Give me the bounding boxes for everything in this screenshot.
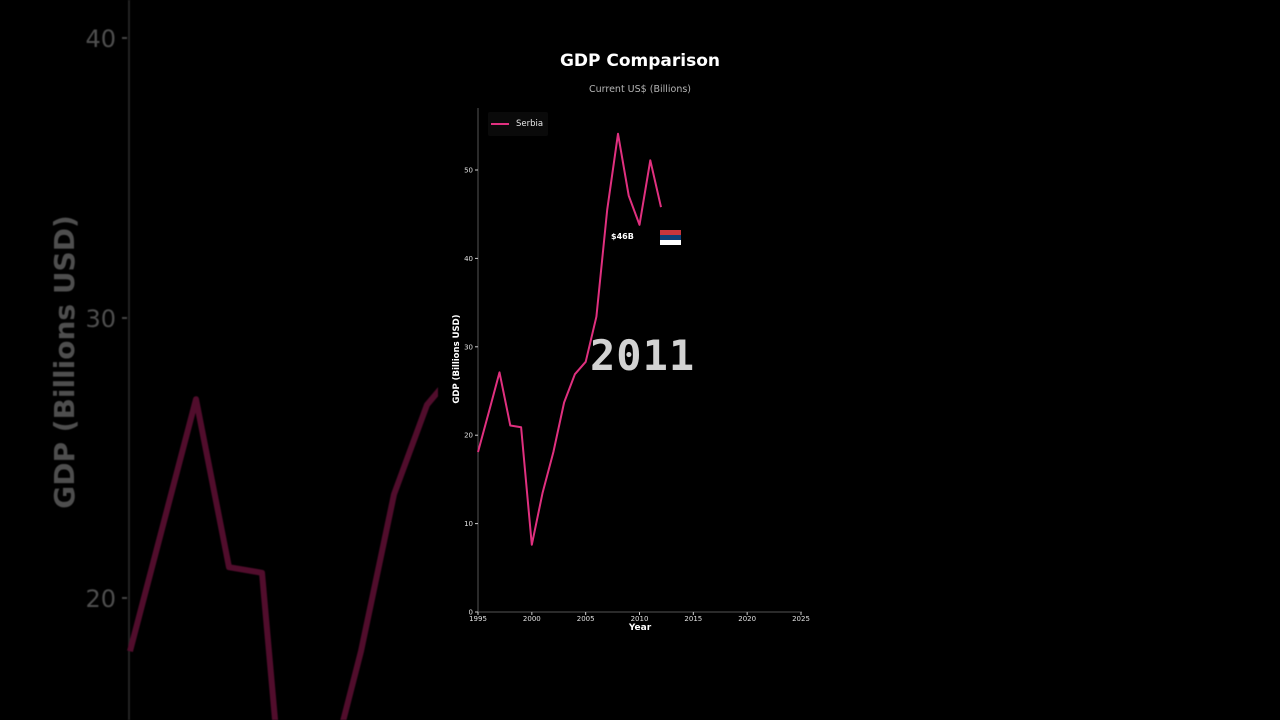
- x-axis-ticks: 1995 2000 2005 2010 2015 2020 2025: [469, 612, 810, 623]
- svg-text:30: 30: [464, 343, 473, 351]
- svg-text:2005: 2005: [577, 615, 595, 623]
- legend-label-serbia: Serbia: [516, 119, 544, 129]
- y-axis-ticks: 0 10 20 30 40 50: [464, 167, 478, 617]
- current-value-label: $46B: [611, 232, 634, 241]
- plot-area: 0 10 20 30 40 50 1995 2000 2005 2010 2015 2020 2025: [464, 108, 810, 623]
- svg-text:10: 10: [464, 520, 473, 528]
- svg-text:1995: 1995: [469, 615, 487, 623]
- chart-subtitle: Current US$ (Billions): [588, 84, 692, 95]
- series-line-serbia: [477, 132, 662, 546]
- svg-text:2020: 2020: [738, 615, 756, 623]
- y-axis-label: GDP (Billions USD): [452, 314, 462, 404]
- chart-title: GDP Comparison: [559, 51, 721, 71]
- svg-text:20: 20: [85, 585, 116, 613]
- serbia-flag-icon: [660, 230, 681, 245]
- svg-text:50: 50: [464, 167, 473, 175]
- background-zoomed-chart: 40 30 20 GDP (Billions USD): [0, 0, 438, 720]
- svg-text:40: 40: [464, 255, 473, 263]
- svg-text:2015: 2015: [684, 615, 702, 623]
- legend-swatch-serbia: [491, 123, 509, 125]
- svg-text:40: 40: [85, 25, 116, 53]
- svg-text:30: 30: [85, 305, 116, 333]
- background-series-line: [127, 387, 438, 720]
- svg-text:0: 0: [469, 609, 473, 617]
- background-y-axis-label: GDP (Billions USD): [48, 215, 81, 509]
- background-y-ticks: 40 30 20: [85, 25, 127, 613]
- svg-text:2000: 2000: [523, 615, 541, 623]
- background-chart-svg: 40 30 20 GDP (Billions USD): [48, 0, 438, 720]
- svg-text:2025: 2025: [792, 615, 810, 623]
- svg-text:20: 20: [464, 432, 473, 440]
- legend: Serbia: [488, 112, 548, 136]
- x-axis-label: Year: [628, 623, 652, 633]
- current-year-label: 2011: [590, 331, 696, 380]
- svg-text:2010: 2010: [631, 615, 649, 623]
